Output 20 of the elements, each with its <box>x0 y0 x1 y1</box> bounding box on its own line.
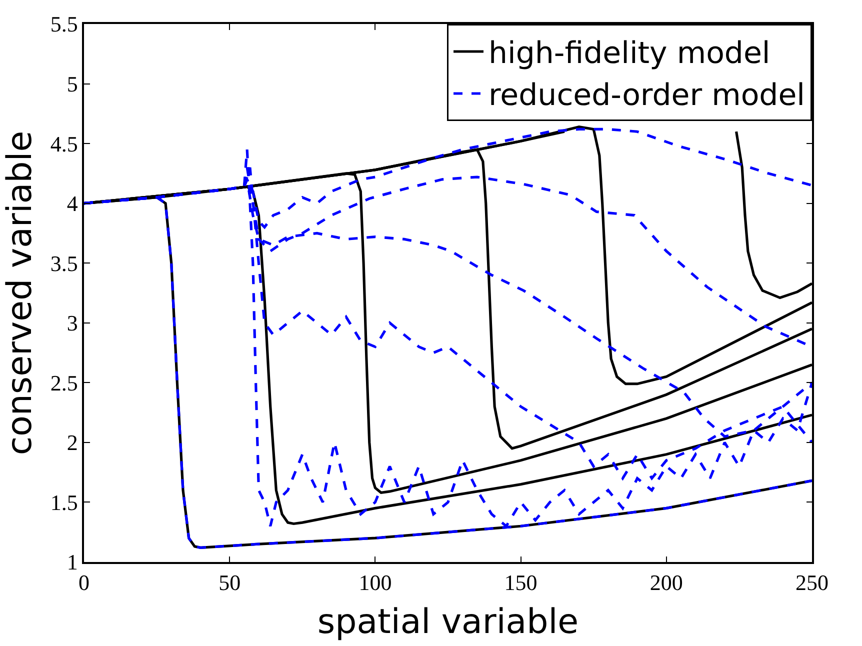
y-tick-label: 2 <box>66 430 78 456</box>
y-tick-label: 5 <box>66 71 78 96</box>
legend-label: reduced-order model <box>488 78 806 114</box>
x-tick-label: 100 <box>358 570 392 596</box>
x-tick-label: 200 <box>650 570 683 596</box>
x-tick-label: 150 <box>504 570 538 596</box>
y-tick-label: 1 <box>66 550 78 575</box>
x-tick-label: 250 <box>796 570 828 596</box>
x-tick-label: 0 <box>78 570 90 596</box>
x-tick-label: 50 <box>218 570 241 596</box>
y-tick-label: 2.5 <box>50 370 78 396</box>
y-tick-label: 4.5 <box>50 131 78 156</box>
y-tick-label: 4 <box>66 191 78 216</box>
x-axis-title: spatial variable <box>317 602 579 642</box>
y-axis-title: conserved variable <box>0 130 40 456</box>
y-tick-label: 3.5 <box>50 250 78 276</box>
y-tick-label: 5.5 <box>50 12 78 37</box>
legend-label: high-fidelity model <box>488 36 770 72</box>
y-tick-label: 3 <box>66 310 78 336</box>
y-tick-label: 1.5 <box>50 490 78 515</box>
